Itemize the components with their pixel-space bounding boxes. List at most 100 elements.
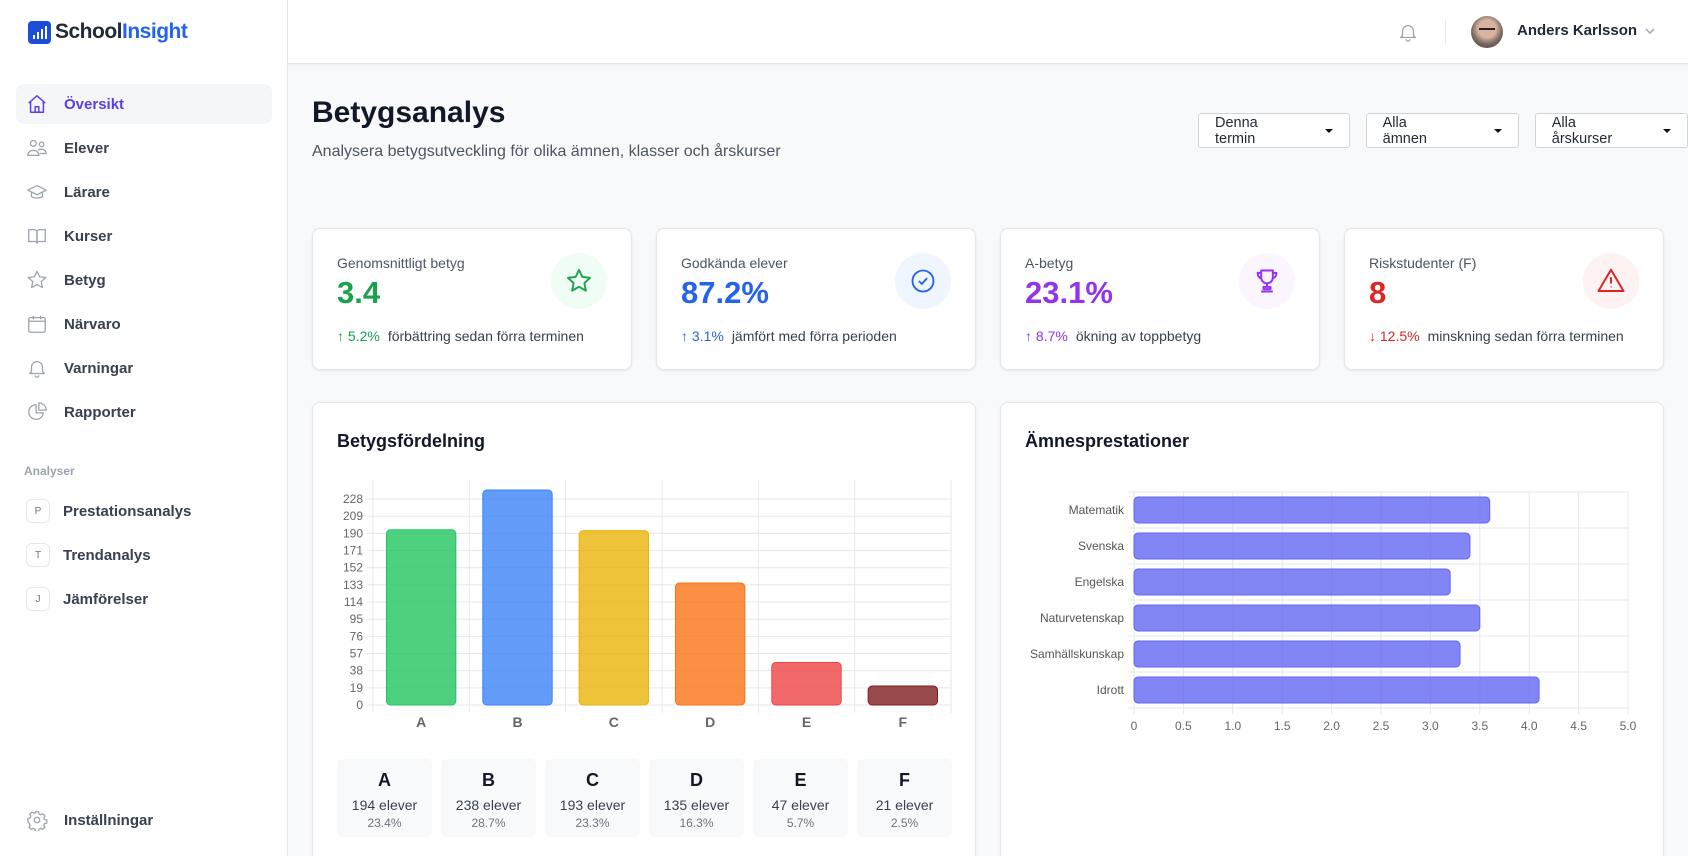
y-tick-label: 38 <box>350 664 364 678</box>
kpi-change: ↓ 12.5% <box>1369 328 1420 344</box>
kpi-value: 23.1% <box>1025 275 1113 310</box>
chart-title: Ämnesprestationer <box>1025 431 1190 451</box>
section-label-analyser: Analyser <box>24 464 75 478</box>
x-tick-label: 1.5 <box>1274 719 1291 733</box>
sidebar-item-larare[interactable]: Lärare <box>16 172 272 212</box>
sidebar-item-narvaro[interactable]: Närvaro <box>16 304 272 344</box>
sidebar-item-betyg[interactable]: Betyg <box>16 260 272 300</box>
grade-count: 135 elever <box>663 797 730 813</box>
bar-B <box>482 489 553 706</box>
x-tick-label: E <box>802 714 811 730</box>
settings-nav: Inställningar <box>16 800 272 844</box>
kpi-change: ↑ 3.1% <box>681 328 724 344</box>
grade-letter: E <box>794 770 807 790</box>
x-tick-label: F <box>899 714 908 730</box>
sidebar-item-prestationsanalys[interactable]: P Prestationsanalys <box>16 491 272 531</box>
grade-percent: 23.4% <box>367 816 402 830</box>
y-tick-label: Svenska <box>1078 539 1124 553</box>
x-tick-label: 4.5 <box>1570 719 1587 733</box>
x-tick-label: 0 <box>1131 719 1138 733</box>
kpi-card-average-grade: Genomsnittligt betyg 3.4 ↑ 5.2% förbättri… <box>312 228 632 370</box>
grade-letter: B <box>482 770 495 790</box>
grade-distribution-chart: 0 19 38 57 76 95 114 133 152 171 190 209 228 A B C D E F <box>343 480 952 730</box>
y-tick-label: 0 <box>356 698 363 712</box>
grade-distribution-card: Betygsfördelning 0 19 38 57 76 95 114 133 152 171… <box>312 402 976 856</box>
x-tick-label: 1.0 <box>1224 719 1241 733</box>
y-tick-label: 19 <box>350 681 364 695</box>
caret-down-icon <box>1324 128 1333 133</box>
y-tick-label: 152 <box>343 561 363 575</box>
y-tick-label: 190 <box>343 526 363 540</box>
y-tick-label: Idrott <box>1097 683 1125 697</box>
grade-summary-box: D 135 elever 16.3% <box>649 759 744 837</box>
page-subtitle: Analysera betygsutveckling för olika ämn… <box>312 143 781 160</box>
sidebar-item-kurser[interactable]: Kurser <box>16 216 272 256</box>
grade-percent: 23.3% <box>575 816 610 830</box>
y-tick-label: 57 <box>350 647 364 661</box>
notification-bell-icon[interactable] <box>1397 20 1419 44</box>
sidebar-item-trendanalys[interactable]: T Trendanalys <box>16 535 272 575</box>
grade-summary: A 194 elever 23.4% B 238 elever 28.7% C 193 ele… <box>337 759 952 837</box>
x-tick-label: C <box>609 714 619 730</box>
grade-count: 47 elever <box>771 797 830 813</box>
kpi-value: 8 <box>1369 275 1387 310</box>
x-tick-label: 5.0 <box>1620 719 1637 733</box>
grade-letter: C <box>586 770 599 790</box>
grade-count: 194 elever <box>351 797 418 813</box>
users-icon <box>26 137 48 159</box>
letter-badge-icon: J <box>26 587 50 611</box>
kpi-change: ↑ 8.7% <box>1025 328 1068 344</box>
user-name[interactable]: Anders Karlsson <box>1517 22 1638 39</box>
alert-triangle-icon <box>1583 253 1639 309</box>
sidebar-item-rapporter[interactable]: Rapporter <box>16 392 272 432</box>
kpi-card-risk-students: Riskstudenter (F) 8 ↓ 12.5% minskning sed… <box>1344 228 1664 370</box>
x-tick-label: D <box>705 714 715 730</box>
pie-chart-icon <box>26 401 48 423</box>
grade-year-filter-select[interactable]: Alla årskurser <box>1534 113 1688 148</box>
kpi-change: ↑ 5.2% <box>337 328 380 344</box>
sidebar: SchoolInsight Översikt Elever Lärare Kur… <box>0 0 288 856</box>
chevron-down-icon[interactable] <box>1643 24 1657 38</box>
term-filter-select[interactable]: Denna termin <box>1198 113 1350 148</box>
bell-icon <box>26 357 48 379</box>
y-tick-label: 209 <box>343 509 363 523</box>
sidebar-item-jamforelser[interactable]: J Jämförelser <box>16 579 272 619</box>
gear-icon <box>26 809 48 831</box>
subject-filter-select[interactable]: Alla ämnen <box>1365 113 1519 148</box>
bar-engelska <box>1133 568 1451 596</box>
check-circle-icon <box>895 253 951 309</box>
app-name: SchoolInsight <box>55 20 188 43</box>
sidebar-item-varningar[interactable]: Varningar <box>16 348 272 388</box>
sidebar-item-oversikt[interactable]: Översikt <box>16 84 272 124</box>
grade-summary-box: F 21 elever 2.5% <box>857 759 952 837</box>
x-tick-label: 3.0 <box>1422 719 1439 733</box>
bar-C <box>578 530 650 706</box>
y-tick-label: Engelska <box>1075 575 1125 589</box>
subject-performance-chart: 0 0.5 1.0 1.5 2.0 2.5 3.0 3.5 4.0 4.5 5.0 Matematik… <box>1030 491 1637 733</box>
letter-badge-icon: T <box>26 543 50 567</box>
kpi-value: 87.2% <box>681 275 769 310</box>
x-tick-label: 2.5 <box>1373 719 1390 733</box>
trophy-icon <box>1239 253 1295 309</box>
sidebar-item-elever[interactable]: Elever <box>16 128 272 168</box>
grade-summary-box: E 47 elever 5.7% <box>753 759 848 837</box>
bar-D <box>674 582 746 706</box>
y-tick-label: 95 <box>350 612 364 626</box>
chart-title: Betygsfördelning <box>337 431 486 451</box>
bar-F <box>867 685 939 706</box>
grade-percent: 28.7% <box>471 816 506 830</box>
kpi-card-passing-students: Godkända elever 87.2% ↑ 3.1% jämfört med … <box>656 228 976 370</box>
y-tick-label: Naturvetenskap <box>1040 611 1124 625</box>
user-avatar[interactable] <box>1471 16 1503 48</box>
sidebar-item-installningar[interactable]: Inställningar <box>16 800 272 840</box>
bar-chart-logo-icon <box>28 20 51 44</box>
book-icon <box>26 225 48 247</box>
grade-percent: 2.5% <box>890 816 919 830</box>
app-logo[interactable]: SchoolInsight <box>28 20 188 44</box>
grade-summary-box: A 194 elever 23.4% <box>337 759 432 837</box>
bar-svenska <box>1133 532 1471 560</box>
grade-letter: A <box>378 770 391 790</box>
x-tick-label: 2.0 <box>1323 719 1340 733</box>
kpi-card-a-grades: A-betyg 23.1% ↑ 8.7% ökning av toppbetyg <box>1000 228 1320 370</box>
y-tick-label: 76 <box>350 629 364 643</box>
